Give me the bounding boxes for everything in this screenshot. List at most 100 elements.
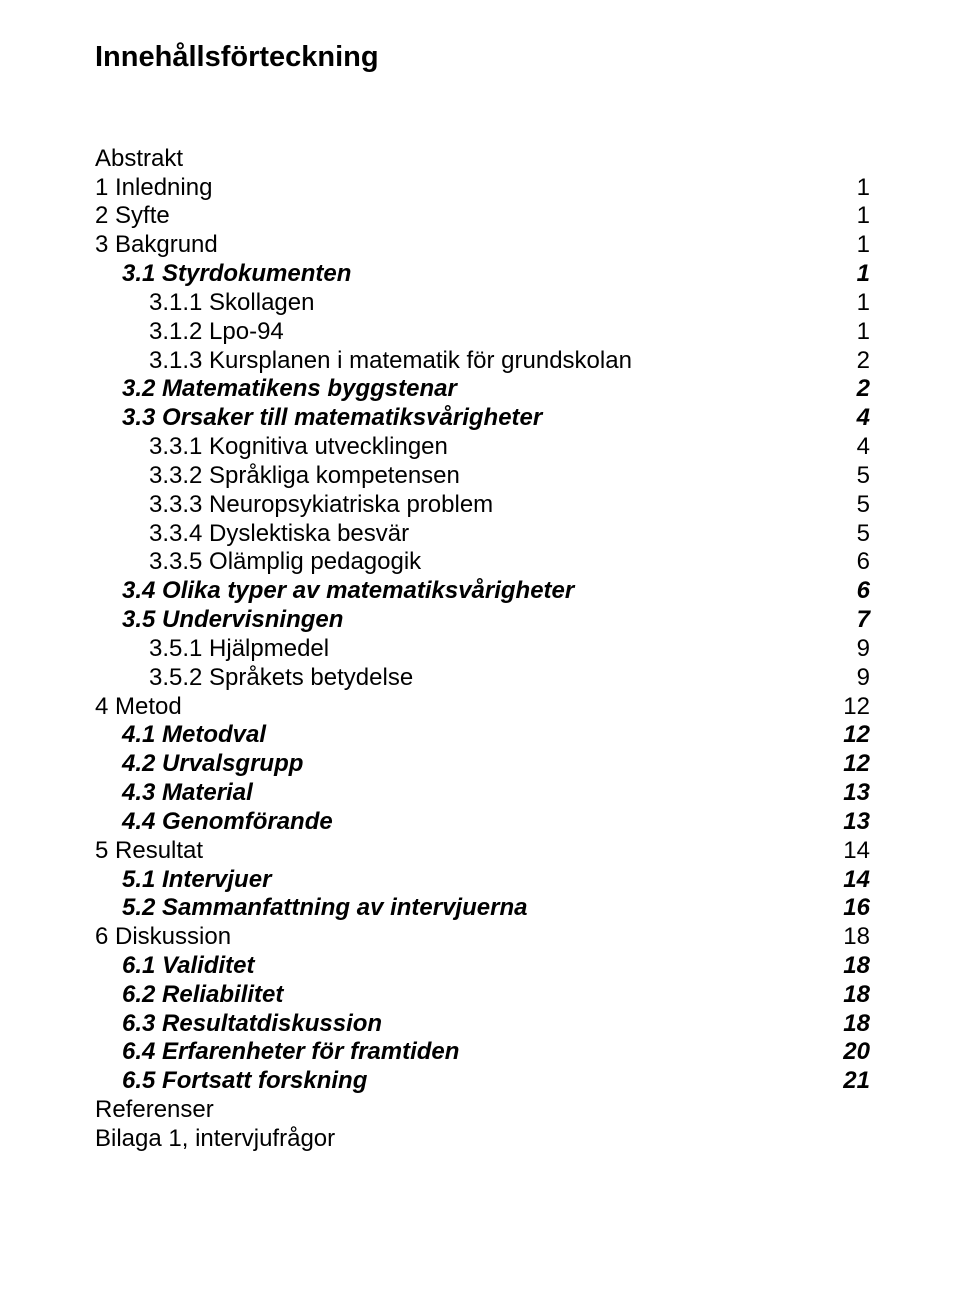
toc-entry-page: 9 [857,635,870,663]
toc-entry-page: 6 [857,548,870,576]
toc-entry-page: 5 [857,491,870,519]
toc-entry: 3.5 Undervisningen 7 [95,606,870,635]
toc-entry-label: 3.1.3 Kursplanen i matematik för grundsk… [149,347,632,375]
toc-entry: 3.5.1 Hjälpmedel 9 [95,635,870,664]
toc-entry: 3.5.2 Språkets betydelse 9 [95,664,870,693]
toc-entry-label: 3.5.2 Språkets betydelse [149,664,413,692]
toc-entry: 3.4 Olika typer av matematiksvårigheter 6 [95,577,870,606]
toc-entry-page: 18 [843,1010,870,1038]
toc-entry: 3.2 Matematikens byggstenar 2 [95,375,870,404]
toc-entry-label: 6.2 Reliabilitet [122,981,283,1009]
toc-entry-label: 3.1.1 Skollagen [149,289,314,317]
toc-entry-label: 4 Metod [95,693,182,721]
toc-entry: 3.3.1 Kognitiva utvecklingen 4 [95,433,870,462]
toc-entry-page: 2 [857,347,870,375]
toc-entry-page: 1 [857,289,870,317]
toc-entry-page: 18 [843,981,870,1009]
toc-entry-page: 6 [857,577,870,605]
toc-entry-label: 5.1 Intervjuer [122,866,271,894]
toc-entry-label: 5 Resultat [95,837,203,865]
toc-entry-page: 5 [857,462,870,490]
toc-entry: 3.3 Orsaker till matematiksvårigheter 4 [95,404,870,433]
toc-entry-label: 6.5 Fortsatt forskning [122,1067,367,1095]
toc-entry: 6.4 Erfarenheter för framtiden 20 [95,1038,870,1067]
toc-entry: 6.1 Validitet 18 [95,952,870,981]
toc-entry: 1 Inledning 1 [95,174,870,203]
toc-entry-label: 3.5.1 Hjälpmedel [149,635,329,663]
toc-entry-label: 6 Diskussion [95,923,231,951]
toc-entry: 3.1 Styrdokumenten 1 [95,260,870,289]
toc-entry-label: 3.1.2 Lpo-94 [149,318,284,346]
toc-entry: 6.5 Fortsatt forskning21 [95,1067,870,1096]
toc-entry: 4.1 Metodval 12 [95,721,870,750]
toc-entry-page: 1 [857,174,870,202]
toc-entry: Referenser [95,1096,870,1125]
toc-entry-label: 3.3 Orsaker till matematiksvårigheter [122,404,542,432]
toc-entry-page: 14 [843,866,870,894]
toc-entry-label: 3.2 Matematikens byggstenar [122,375,457,403]
toc-entry-label: 3.3.4 Dyslektiska besvär [149,520,409,548]
toc-entry-label: 6.1 Validitet [122,952,255,980]
toc-entry: 4.3 Material13 [95,779,870,808]
toc-entry-page: 1 [857,231,870,259]
toc-entry: 3.3.2 Språkliga kompetensen 5 [95,462,870,491]
toc-entry-label: 5.2 Sammanfattning av intervjuerna [122,894,527,922]
toc-entry-label: 3 Bakgrund [95,231,218,259]
toc-entry: 5.1 Intervjuer 14 [95,866,870,895]
toc-entry-label: 3.3.5 Olämplig pedagogik [149,548,421,576]
toc-entry-page: 7 [857,606,870,634]
toc-entry: 6.3 Resultatdiskussion 18 [95,1010,870,1039]
toc-entry-page: 13 [843,808,870,836]
toc-entry-page: 12 [843,750,870,778]
toc-entry-label: 6.3 Resultatdiskussion [122,1010,382,1038]
toc-entry-page: 18 [843,923,870,951]
toc-entry: 5.2 Sammanfattning av intervjuerna 16 [95,894,870,923]
toc-entry: Bilaga 1, intervjufrågor [95,1125,870,1154]
toc-entry-page: 4 [857,433,870,461]
toc-entry-label: 4.1 Metodval [122,721,266,749]
toc-entry-page: 2 [857,375,870,403]
toc-entry: 3.3.5 Olämplig pedagogik 6 [95,548,870,577]
toc-entry-page: 20 [843,1038,870,1066]
toc-entry-page: 1 [857,202,870,230]
toc-entry-page: 5 [857,520,870,548]
toc-entry: 5 Resultat 14 [95,837,870,866]
toc-entry: 3.1.3 Kursplanen i matematik för grundsk… [95,347,870,376]
toc-entry-label: 6.4 Erfarenheter för framtiden [122,1038,459,1066]
toc-entry-page: 13 [843,779,870,807]
toc-entry-label: 3.1 Styrdokumenten [122,260,351,288]
toc-entry-label: Bilaga 1, intervjufrågor [95,1125,335,1153]
table-of-contents: Abstrakt1 Inledning12 Syfte13 Bakgrund13… [95,145,870,1154]
toc-entry-label: 3.3.2 Språkliga kompetensen [149,462,460,490]
toc-entry-label: 2 Syfte [95,202,170,230]
toc-entry: 6.2 Reliabilitet 18 [95,981,870,1010]
toc-entry-label: 3.4 Olika typer av matematiksvårigheter [122,577,574,605]
toc-entry-page: 9 [857,664,870,692]
toc-entry: 3 Bakgrund 1 [95,231,870,260]
toc-entry-page: 4 [857,404,870,432]
toc-entry-label: Referenser [95,1096,214,1124]
toc-entry: 3.3.4 Dyslektiska besvär 5 [95,520,870,549]
toc-entry-label: 3.3.3 Neuropsykiatriska problem [149,491,493,519]
toc-entry: 4.4 Genomförande 13 [95,808,870,837]
toc-entry: 3.1.2 Lpo-94 1 [95,318,870,347]
toc-entry-label: 1 Inledning [95,174,212,202]
toc-entry-page: 1 [857,260,870,288]
toc-entry-label: 3.3.1 Kognitiva utvecklingen [149,433,448,461]
toc-entry-page: 12 [843,693,870,721]
toc-entry-page: 1 [857,318,870,346]
toc-entry-page: 12 [843,721,870,749]
toc-entry: 2 Syfte 1 [95,202,870,231]
toc-entry: 3.3.3 Neuropsykiatriska problem 5 [95,491,870,520]
toc-entry-page: 18 [843,952,870,980]
toc-entry-label: 3.5 Undervisningen [122,606,343,634]
page-title: Innehållsförteckning [95,40,870,75]
toc-entry-label: Abstrakt [95,145,183,173]
toc-entry: Abstrakt [95,145,870,174]
toc-entry-page: 14 [843,837,870,865]
toc-entry: 4.2 Urvalsgrupp 12 [95,750,870,779]
toc-entry: 3.1.1 Skollagen 1 [95,289,870,318]
toc-entry-label: 4.4 Genomförande [122,808,333,836]
toc-entry-label: 4.2 Urvalsgrupp [122,750,303,778]
toc-entry-page: 16 [843,894,870,922]
